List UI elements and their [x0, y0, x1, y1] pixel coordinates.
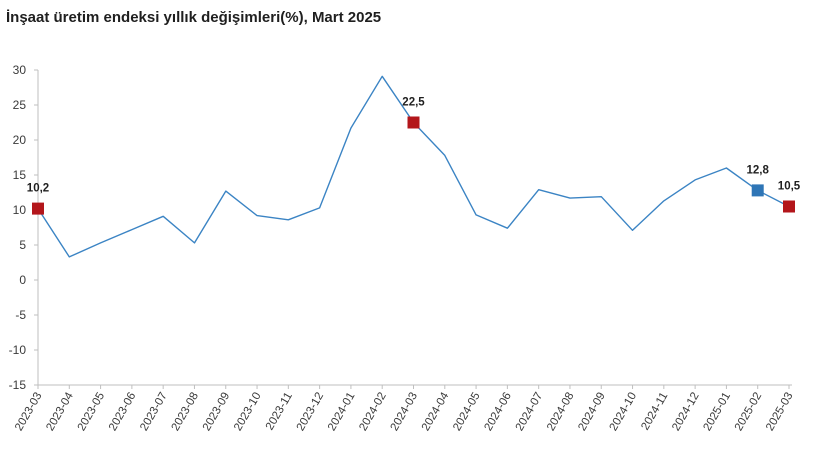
x-tick-label: 2024-08 [545, 391, 577, 434]
chart-title: İnşaat üretim endeksi yıllık değişimleri… [6, 9, 382, 26]
data-point-label: 22,5 [402, 97, 425, 109]
x-tick-label: 2024-06 [482, 391, 514, 434]
x-tick-label: 2023-09 [201, 391, 233, 434]
x-tick-label: 2023-11 [264, 391, 295, 433]
y-tick-label: 5 [19, 238, 26, 252]
x-tick-label: 2023-05 [76, 391, 108, 434]
y-tick-label: 10 [13, 203, 27, 217]
x-tick-label: 2024-10 [608, 391, 640, 434]
x-tick-label: 2024-12 [670, 391, 702, 434]
y-tick-label: -5 [15, 308, 26, 322]
x-tick-label: 2023-03 [13, 391, 45, 434]
y-tick-label: 15 [13, 168, 27, 182]
x-tick-label: 2024-07 [514, 391, 546, 434]
x-tick-label: 2024-11 [639, 391, 670, 433]
x-tick-label: 2025-02 [733, 391, 765, 434]
data-point-marker [783, 200, 795, 213]
x-tick-label: 2023-10 [232, 391, 264, 434]
x-tick-label: 2024-01 [326, 391, 358, 434]
data-point-label: 10,2 [27, 183, 49, 195]
data-point-marker [407, 116, 420, 129]
x-tick-label: 2024-02 [357, 391, 389, 434]
y-tick-label: 20 [13, 133, 27, 147]
x-tick-label: 2023-07 [138, 391, 170, 434]
x-tick-label: 2024-09 [576, 391, 608, 434]
y-tick-label: -15 [9, 378, 27, 392]
data-point-label: 10,5 [778, 181, 801, 193]
x-tick-label: 2024-04 [420, 390, 452, 433]
x-tick-label: 2024-05 [451, 391, 483, 434]
x-tick-label: 2025-01 [702, 391, 734, 434]
data-point-label: 12,8 [747, 164, 770, 176]
x-tick-label: 2024-03 [389, 391, 421, 434]
x-tick-label: 2023-12 [295, 391, 327, 434]
data-point-marker [751, 184, 764, 197]
y-tick-label: 30 [13, 63, 27, 77]
y-tick-label: -10 [9, 343, 27, 357]
x-tick-label: 2023-08 [170, 391, 202, 434]
x-tick-label: 2023-06 [107, 391, 139, 434]
x-tick-label: 2023-04 [44, 390, 76, 433]
y-tick-label: 0 [19, 273, 26, 287]
y-tick-label: 25 [13, 98, 27, 112]
x-tick-label: 2025-03 [764, 391, 796, 434]
data-point-marker [32, 202, 44, 215]
